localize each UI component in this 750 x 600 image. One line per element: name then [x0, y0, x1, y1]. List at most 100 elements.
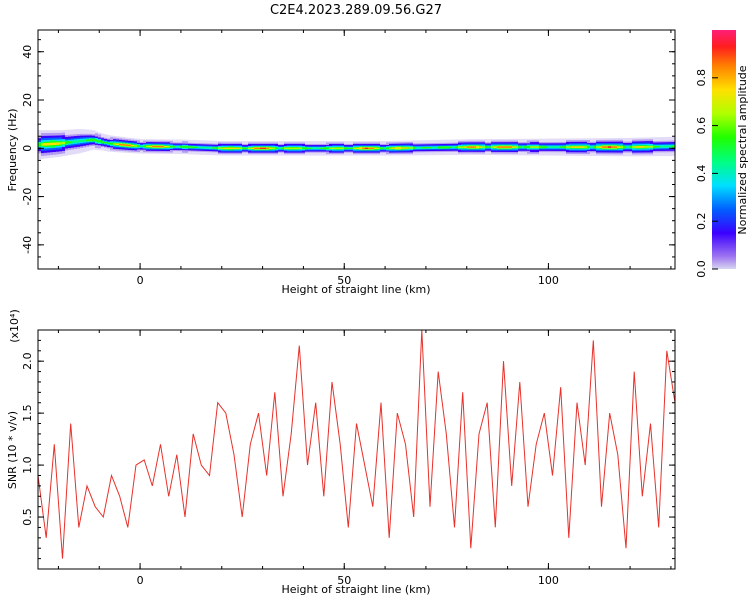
heatmap-cell: [311, 147, 315, 149]
heatmap-cell: [533, 146, 537, 148]
heatmap-cell: [179, 146, 183, 148]
heatmap-cell: [671, 145, 675, 148]
snr-series-line: [38, 330, 675, 559]
heatmap-cell: [404, 147, 408, 149]
heatmap-cell: [476, 146, 480, 148]
chart-title: C2E4.2023.289.09.56.G27: [270, 3, 442, 18]
heatmap-cell: [293, 147, 297, 149]
heatmap-cell: [269, 147, 273, 149]
heatmap-cell: [206, 147, 210, 149]
heatmap-cell: [599, 146, 603, 148]
heatmap-cell: [245, 147, 249, 149]
heatmap-cell: [137, 145, 141, 147]
heatmap-cell: [482, 146, 486, 148]
snr-frame: [37, 329, 676, 570]
heatmap-cell: [479, 146, 483, 148]
heatmap-cell: [62, 141, 66, 145]
heatmap-cell: [557, 146, 561, 148]
heatmap-cell: [611, 146, 615, 148]
heatmap-cell: [314, 147, 318, 149]
heatmap-cell: [638, 146, 642, 148]
spectrogram-ticks: 0 50 100 -40 -20 0 20 40: [21, 30, 675, 287]
heatmap-cell: [575, 146, 579, 148]
x-tick-label: 50: [337, 274, 351, 287]
spectrogram-heatmap: [38, 129, 675, 160]
heatmap-cell: [320, 147, 324, 149]
heatmap-cell: [98, 140, 102, 143]
heatmap-cell: [266, 147, 270, 149]
heatmap-cell: [341, 147, 345, 149]
heatmap-cell: [221, 147, 225, 149]
heatmap-cell: [59, 142, 63, 145]
heatmap-cell: [77, 140, 81, 143]
heatmap-cell: [542, 146, 546, 148]
heatmap-cell: [368, 147, 372, 149]
heatmap-cell: [347, 147, 351, 149]
heatmap-cell: [257, 147, 261, 149]
heatmap-cell: [272, 147, 276, 149]
heatmap-cell: [338, 147, 342, 149]
heatmap-cell: [509, 146, 513, 148]
heatmap-cell: [530, 146, 534, 148]
heatmap-cell: [191, 146, 195, 148]
heatmap-cell: [446, 146, 450, 149]
heatmap-cell: [116, 143, 120, 145]
heatmap-cell: [323, 147, 327, 149]
heatmap-cell: [374, 147, 378, 149]
heatmap-cell: [239, 147, 243, 149]
heatmap-cell: [284, 147, 288, 149]
heatmap-cell: [218, 147, 222, 149]
heatmap-cell: [572, 146, 576, 148]
heatmap-cell: [626, 146, 630, 148]
heatmap-cell: [644, 146, 648, 148]
heatmap-cell: [401, 147, 405, 149]
heatmap-cell: [230, 147, 234, 149]
heatmap-cell: [83, 139, 87, 142]
heatmap-cell: [539, 146, 543, 148]
colorbar: 0.0 0.2 0.4 0.6 0.8 Normalized spectral ampl…: [695, 30, 749, 278]
heatmap-cell: [290, 147, 294, 149]
heatmap-cell: [503, 146, 507, 148]
y-tick-label: 20: [21, 93, 34, 107]
heatmap-cell: [470, 146, 474, 148]
heatmap-cell: [92, 139, 96, 141]
heatmap-cell: [650, 145, 654, 148]
heatmap-cell: [566, 146, 570, 148]
heatmap-cell: [197, 146, 201, 149]
heatmap-cell: [149, 145, 153, 148]
heatmap-cell: [131, 144, 135, 147]
heatmap-cell: [248, 147, 252, 149]
y-tick-label: 0.5: [21, 508, 34, 526]
heatmap-cell: [281, 147, 285, 149]
colorbar-tick-label: 0.6: [695, 117, 708, 135]
heatmap-cell: [518, 146, 522, 148]
heatmap-cell: [296, 147, 300, 149]
heatmap-cell: [356, 147, 360, 149]
heatmap-cell: [563, 146, 567, 148]
heatmap-cell: [119, 143, 123, 146]
x-tick-label: 0: [137, 574, 144, 587]
heatmap-cell: [428, 146, 432, 149]
y-tick-label: -40: [21, 236, 34, 254]
snr-ylabel: SNR (10 * v/v): [6, 411, 19, 489]
heatmap-cell: [317, 147, 321, 149]
heatmap-cell: [605, 146, 609, 148]
heatmap-cell: [452, 146, 456, 149]
heatmap-cell: [305, 147, 309, 149]
heatmap-cell: [134, 145, 138, 147]
heatmap-cell: [155, 145, 159, 148]
heatmap-cell: [632, 146, 636, 148]
spectrogram-xlabel: Height of straight line (km): [281, 283, 430, 296]
heatmap-cell: [227, 147, 231, 149]
heatmap-cell: [569, 146, 573, 148]
heatmap-cell: [617, 146, 621, 148]
heatmap-cell: [524, 146, 528, 148]
heatmap-cell: [395, 147, 399, 149]
heatmap-cell: [614, 146, 618, 148]
colorbar-tick-label: 0.8: [695, 69, 708, 87]
colorbar-label: Normalized spectral amplitude: [736, 65, 749, 234]
heatmap-cell: [53, 142, 57, 146]
heatmap-cell: [443, 146, 447, 149]
heatmap-cell: [467, 146, 471, 148]
heatmap-cell: [113, 143, 117, 145]
